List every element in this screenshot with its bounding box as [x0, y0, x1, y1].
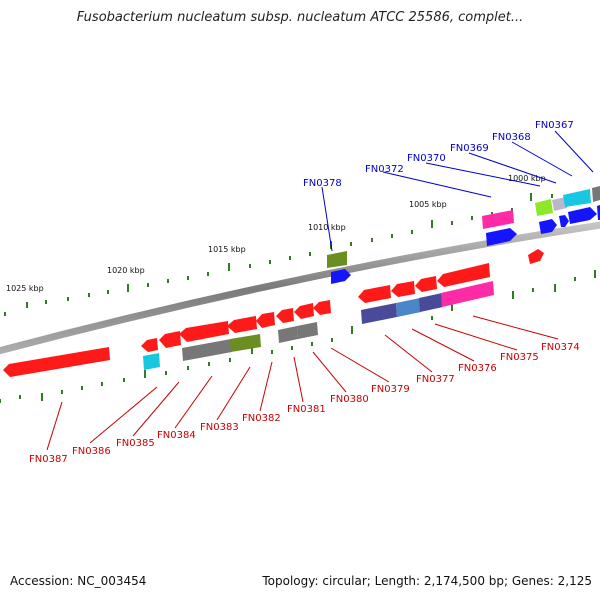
gene-feature[interactable]	[528, 249, 544, 264]
gene-label-fn0372: FN0372	[365, 164, 404, 175]
kbp-label: 1000 kbp	[508, 174, 546, 183]
forward-gene-labels: FN0378 FN0372 FN0370 FN0369 FN0368 FN036…	[303, 120, 574, 189]
gene-feature[interactable]	[313, 300, 331, 315]
gene-label-fn0386: FN0386	[72, 446, 111, 457]
gene-feature[interactable]	[568, 207, 597, 224]
gene-feature[interactable]	[437, 263, 490, 287]
gene-feature[interactable]	[294, 303, 314, 319]
gene-feature[interactable]	[535, 199, 553, 216]
gene-feature[interactable]	[3, 347, 110, 377]
gene-feature[interactable]	[297, 322, 318, 339]
gene-label-fn0375: FN0375	[500, 352, 539, 363]
kbp-label: 1010 kbp	[308, 223, 346, 232]
genome-backbone	[0, 221, 600, 355]
accession-text: Accession: NC_003454	[10, 574, 147, 588]
gene-feature[interactable]	[552, 197, 567, 211]
gene-feature[interactable]	[159, 331, 181, 348]
gene-label-fn0369: FN0369	[450, 143, 489, 154]
gene-feature[interactable]	[276, 308, 294, 323]
gene-feature[interactable]	[278, 326, 298, 343]
gene-feature[interactable]	[396, 298, 421, 317]
gene-label-fn0377: FN0377	[416, 374, 455, 385]
gene-feature[interactable]	[441, 281, 494, 307]
reverse-leader-lines	[46, 315, 559, 451]
gene-label-fn0384: FN0384	[157, 430, 196, 441]
scale-labels: 1025 kbp 1020 kbp 1015 kbp 1010 kbp 1005…	[6, 174, 546, 293]
kbp-label: 1005 kbp	[409, 200, 447, 209]
gene-feature[interactable]	[415, 276, 437, 292]
gene-feature[interactable]	[597, 205, 600, 220]
reverse-gene-labels: FN0387 FN0386 FN0385 FN0384 FN0383 FN038…	[29, 342, 580, 465]
gene-label-fn0385: FN0385	[116, 438, 155, 449]
gene-feature[interactable]	[391, 281, 415, 297]
gene-label-fn0381: FN0381	[287, 404, 326, 415]
gene-feature[interactable]	[327, 251, 347, 268]
forward-gene-features[interactable]	[327, 186, 600, 284]
gene-feature[interactable]	[358, 285, 391, 303]
gene-feature[interactable]	[486, 228, 517, 246]
gene-label-fn0374: FN0374	[541, 342, 580, 353]
gene-label-fn0367: FN0367	[535, 120, 574, 131]
map-title: Fusobacterium nucleatum subsp. nucleatum…	[76, 10, 524, 25]
topology-text: Topology: circular; Length: 2,174,500 bp…	[262, 574, 592, 588]
gene-feature[interactable]	[230, 334, 261, 352]
gene-feature[interactable]	[482, 210, 514, 229]
gene-feature[interactable]	[179, 321, 229, 342]
scale-ticks	[0, 193, 596, 403]
forward-leader-lines	[321, 130, 594, 252]
gene-feature[interactable]	[141, 338, 158, 352]
gene-feature[interactable]	[539, 219, 557, 234]
gene-feature[interactable]	[227, 316, 257, 333]
gene-feature[interactable]	[361, 303, 397, 324]
gene-label-fn0380: FN0380	[330, 394, 369, 405]
gene-feature[interactable]	[256, 312, 275, 328]
gene-label-fn0370: FN0370	[407, 153, 446, 164]
gene-label-fn0387: FN0387	[29, 454, 68, 465]
gene-feature[interactable]	[143, 353, 160, 370]
gene-label-fn0376: FN0376	[458, 363, 497, 374]
gene-feature[interactable]	[559, 215, 569, 227]
reverse-gene-features[interactable]	[3, 263, 494, 377]
gene-label-fn0382: FN0382	[242, 413, 281, 424]
kbp-label: 1015 kbp	[208, 245, 246, 254]
gene-label-fn0378: FN0378	[303, 178, 342, 189]
gene-feature[interactable]	[592, 186, 600, 202]
gene-label-fn0379: FN0379	[371, 384, 410, 395]
gene-feature[interactable]	[331, 269, 351, 284]
kbp-label: 1020 kbp	[107, 266, 145, 275]
gene-label-fn0383: FN0383	[200, 422, 239, 433]
gene-label-fn0368: FN0368	[492, 132, 531, 143]
kbp-label: 1025 kbp	[6, 284, 44, 293]
gene-feature[interactable]	[182, 339, 232, 361]
gene-feature[interactable]	[419, 293, 443, 312]
gene-feature[interactable]	[563, 189, 591, 207]
